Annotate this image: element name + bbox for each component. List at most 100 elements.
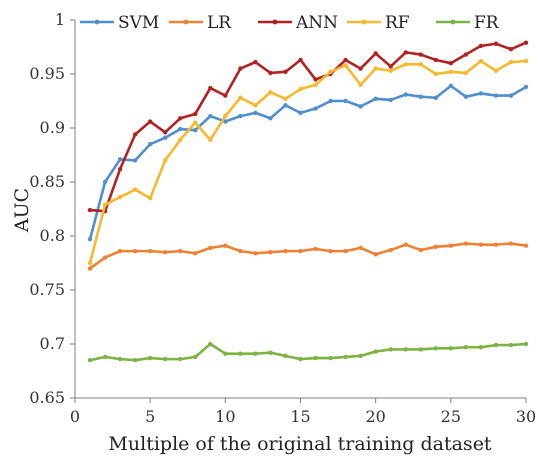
- data-point-ann: [418, 52, 423, 57]
- y-axis-title: AUC: [11, 188, 33, 233]
- data-point-rf: [238, 95, 243, 100]
- legend-item-lr: LR: [169, 13, 232, 33]
- x-tick-label: 20: [365, 407, 385, 426]
- data-point-rf: [343, 63, 348, 68]
- data-point-lr: [117, 248, 123, 254]
- data-point-ann: [132, 132, 138, 137]
- data-point-lr: [523, 243, 529, 248]
- data-point-fr: [523, 341, 529, 347]
- data-point-lr: [508, 241, 514, 246]
- legend-item-fr: FR: [436, 13, 500, 33]
- data-point-svm: [388, 97, 393, 103]
- data-point-rf: [493, 68, 499, 73]
- data-point-rf: [463, 70, 469, 76]
- data-point-svm: [478, 91, 484, 96]
- data-point-lr: [313, 246, 318, 252]
- data-point-fr: [463, 345, 469, 350]
- data-point-fr: [178, 356, 183, 362]
- data-point-rf: [87, 260, 93, 266]
- data-point-rf: [313, 82, 318, 88]
- data-point-fr: [147, 355, 153, 361]
- data-point-lr: [433, 244, 438, 249]
- data-point-fr: [358, 353, 363, 359]
- data-point-svm: [253, 110, 258, 116]
- data-point-svm: [343, 98, 348, 104]
- data-point-rf: [388, 68, 393, 73]
- data-point-rf: [208, 137, 213, 143]
- data-point-lr: [388, 247, 393, 253]
- data-point-ann: [373, 51, 378, 56]
- data-point-svm: [298, 110, 303, 116]
- data-point-fr: [102, 354, 108, 360]
- data-point-fr: [208, 341, 213, 347]
- data-point-svm: [373, 96, 378, 102]
- data-point-ann: [343, 57, 348, 63]
- data-point-rf: [147, 196, 153, 201]
- series-rf: [87, 58, 529, 266]
- data-point-fr: [373, 349, 378, 354]
- data-point-rf: [163, 158, 168, 163]
- data-point-svm: [178, 126, 183, 132]
- legend-marker-lr: [183, 19, 189, 25]
- data-point-fr: [87, 358, 93, 363]
- series-svm: [87, 83, 529, 242]
- data-point-svm: [523, 84, 529, 90]
- data-point-svm: [328, 98, 333, 104]
- data-point-ann: [313, 77, 318, 82]
- data-point-lr: [193, 251, 198, 256]
- legend-label-fr: FR: [474, 13, 500, 33]
- legend-label-svm: SVM: [118, 13, 159, 33]
- legend-marker-svm: [94, 19, 100, 25]
- data-point-ann: [178, 116, 183, 121]
- data-point-rf: [508, 59, 514, 65]
- data-point-rf: [448, 69, 454, 75]
- data-point-ann: [508, 46, 514, 52]
- x-tick-label: 0: [70, 407, 80, 426]
- data-point-svm: [283, 103, 288, 108]
- data-point-svm: [463, 94, 469, 99]
- data-point-fr: [223, 351, 228, 356]
- y-tick-label: 0.85: [29, 172, 65, 191]
- series-line-svm: [88, 84, 528, 241]
- data-point-lr: [132, 248, 138, 254]
- data-point-svm: [163, 135, 168, 140]
- data-point-svm: [117, 157, 123, 162]
- data-point-lr: [87, 266, 93, 271]
- data-point-svm: [87, 237, 93, 242]
- legend-marker-ann: [272, 19, 278, 25]
- data-point-lr: [223, 243, 228, 248]
- series-line-rf: [88, 59, 528, 265]
- data-point-ann: [448, 61, 454, 66]
- data-point-ann: [223, 93, 228, 98]
- data-point-ann: [463, 52, 469, 57]
- series-line-lr: [88, 242, 528, 270]
- data-point-ann: [268, 70, 273, 76]
- data-point-fr: [343, 354, 348, 360]
- data-point-rf: [178, 137, 183, 143]
- data-point-ann: [193, 111, 198, 117]
- data-point-fr: [268, 350, 273, 355]
- data-point-lr: [298, 248, 303, 254]
- data-point-fr: [508, 342, 514, 348]
- y-tick-label: 0.9: [40, 118, 65, 137]
- data-point-lr: [478, 242, 484, 247]
- data-point-svm: [132, 158, 138, 163]
- data-point-ann: [208, 85, 213, 91]
- data-point-fr: [433, 346, 438, 351]
- data-point-rf: [328, 69, 333, 75]
- data-point-lr: [268, 250, 273, 255]
- data-point-fr: [448, 346, 454, 351]
- x-ticks: 0 5 10 15 20 25 30: [70, 398, 536, 426]
- data-point-ann: [433, 57, 438, 63]
- data-point-rf: [268, 90, 273, 95]
- series-layer: [87, 40, 529, 363]
- data-point-fr: [253, 351, 258, 356]
- x-tick-label: 10: [215, 407, 235, 426]
- series-line-fr: [88, 342, 528, 362]
- y-tick-label: 0.65: [29, 388, 65, 407]
- x-tick-label: 15: [290, 407, 310, 426]
- data-point-rf: [102, 202, 108, 207]
- data-point-rf: [403, 62, 408, 67]
- series-line-ann: [88, 41, 528, 213]
